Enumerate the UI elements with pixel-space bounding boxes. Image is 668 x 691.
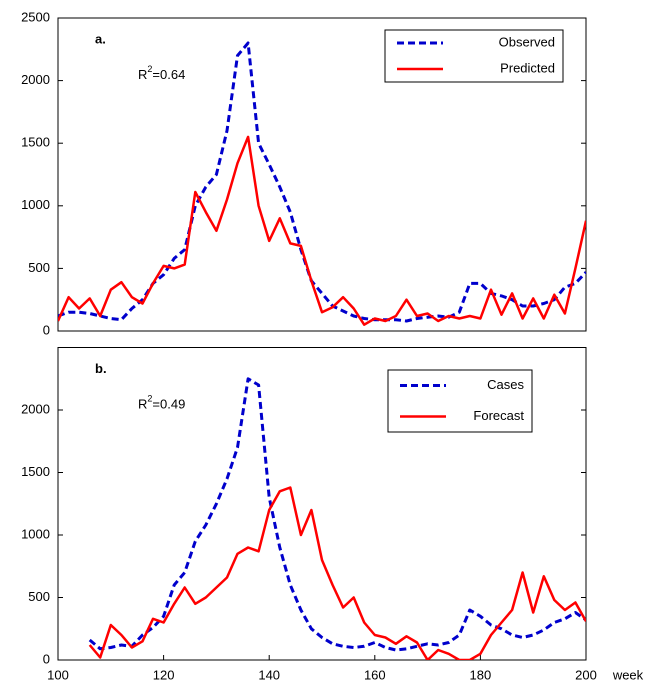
- x-tick-label: 140: [258, 667, 280, 682]
- legend-box: [387, 369, 533, 433]
- r2-value: =0.64: [152, 67, 185, 82]
- panel-label: b.: [95, 361, 107, 376]
- y-tick-label: 2500: [21, 9, 50, 24]
- r-squared: R2=0.64: [138, 64, 185, 82]
- y-tick-label: 500: [28, 260, 50, 275]
- series-line: [58, 135, 586, 326]
- y-tick-label: 1000: [21, 526, 50, 541]
- y-tick-label: 0: [43, 322, 50, 337]
- series-line: [58, 41, 586, 323]
- series-line: [88, 486, 586, 660]
- x-tick-label: 200: [575, 667, 597, 682]
- y-tick-label: 1500: [21, 135, 50, 150]
- y-tick-label: 2000: [21, 401, 50, 416]
- legend-label: Observed: [499, 34, 555, 49]
- r2-symbol: R: [138, 67, 147, 82]
- x-tick-label: 180: [470, 667, 492, 682]
- panel-label: a.: [95, 31, 106, 46]
- r2-value: =0.49: [152, 397, 185, 412]
- series-line: [88, 377, 586, 652]
- y-tick-label: 1500: [21, 464, 50, 479]
- r2-exponent: 2: [147, 394, 152, 404]
- r2-exponent: 2: [147, 64, 152, 74]
- x-tick-label: 160: [364, 667, 386, 682]
- y-tick-label: 0: [43, 651, 50, 666]
- x-tick-label: 100: [47, 667, 69, 682]
- legend-box: [384, 29, 564, 83]
- x-axis-label: week: [612, 667, 644, 682]
- y-tick-label: 500: [28, 589, 50, 604]
- legend-label: Forecast: [473, 408, 524, 423]
- r-squared: R2=0.49: [138, 394, 185, 412]
- r2-symbol: R: [138, 397, 147, 412]
- y-tick-label: 1000: [21, 197, 50, 212]
- plot-frame: [57, 17, 587, 332]
- legend-label: Cases: [487, 377, 524, 392]
- legend-label: Predicted: [500, 60, 555, 75]
- x-tick-label: 120: [153, 667, 175, 682]
- y-tick-label: 2000: [21, 72, 50, 87]
- plot-frame: [57, 347, 587, 661]
